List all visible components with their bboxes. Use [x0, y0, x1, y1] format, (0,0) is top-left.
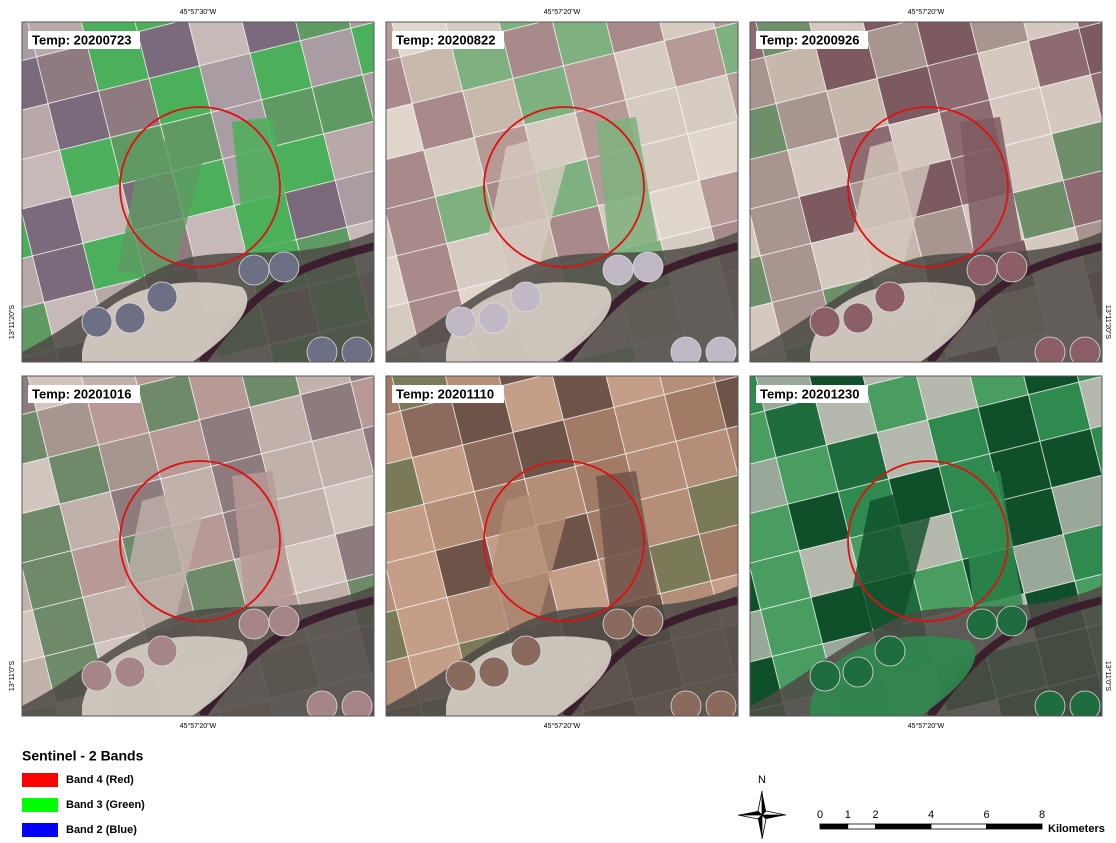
pivot-field	[603, 255, 633, 285]
panel-title: Temp: 20200926	[760, 32, 860, 47]
panel-title: Temp: 20200723	[32, 32, 132, 47]
pivot-field	[239, 609, 269, 639]
pivot-field	[967, 255, 997, 285]
pivot-field	[115, 303, 145, 333]
pivot-field	[446, 307, 476, 337]
coordinate-label: 45°57'20"W	[544, 8, 581, 16]
scale-tick-label: 0	[817, 809, 823, 821]
legend-label: Band 4 (Red)	[66, 774, 134, 786]
legend-label: Band 2 (Blue)	[66, 824, 137, 836]
coordinate-label: 13°11'20"S	[8, 305, 16, 339]
pivot-field	[115, 657, 145, 687]
pivot-field	[147, 282, 177, 312]
pivot-field	[82, 661, 112, 691]
pivot-field	[269, 606, 299, 636]
pivot-field	[147, 636, 177, 666]
pivot-field	[997, 252, 1027, 282]
legend-title: Sentinel - 2 Bands	[22, 748, 144, 764]
pivot-field	[603, 609, 633, 639]
pivot-field	[967, 609, 997, 639]
coordinate-label: 45°57'30"W	[180, 8, 217, 16]
scale-tick-label: 2	[872, 809, 878, 821]
pivot-field	[633, 252, 663, 282]
scale-segment	[876, 824, 932, 829]
scale-tick-label: 1	[845, 809, 851, 821]
panel-title: Temp: 20201230	[760, 386, 860, 401]
pivot-field	[843, 657, 873, 687]
coordinate-label: 13°11'0"S	[1104, 661, 1112, 692]
pivot-field	[810, 307, 840, 337]
panel-title: Temp: 20201016	[32, 386, 132, 401]
panel-title: Temp: 20201110	[396, 386, 494, 401]
pivot-field	[511, 636, 541, 666]
pivot-field	[843, 303, 873, 333]
coordinate-label: 45°57'20"W	[908, 8, 945, 16]
coordinate-label: 45°57'20"W	[908, 722, 945, 730]
scale-tick-label: 8	[1039, 809, 1045, 821]
scale-segment	[987, 824, 1043, 829]
pivot-field	[446, 661, 476, 691]
pivot-field	[875, 282, 905, 312]
coordinate-label: 45°57'20"W	[180, 722, 217, 730]
pivot-field	[997, 606, 1027, 636]
coordinate-label: 45°57'20"W	[544, 722, 581, 730]
pivot-field	[82, 307, 112, 337]
legend-swatch	[22, 798, 58, 812]
scale-tick-label: 6	[983, 809, 989, 821]
legend-swatch	[22, 823, 58, 837]
scale-segment	[931, 824, 987, 829]
scale-tick-label: 4	[928, 809, 934, 821]
coordinate-label: 13°11'0"S	[8, 661, 16, 692]
north-label: N	[758, 774, 766, 786]
pivot-field	[810, 661, 840, 691]
panel-title: Temp: 20200822	[396, 32, 496, 47]
pivot-field	[511, 282, 541, 312]
pivot-field	[633, 606, 663, 636]
scale-unit: Kilometers	[1048, 823, 1105, 835]
coordinate-label: 13°11'20"S	[1104, 305, 1112, 339]
legend-swatch	[22, 773, 58, 787]
pivot-field	[875, 636, 905, 666]
pivot-field	[479, 657, 509, 687]
legend-label: Band 3 (Green)	[66, 799, 145, 811]
pivot-field	[479, 303, 509, 333]
scale-segment	[848, 824, 876, 829]
pivot-field	[239, 255, 269, 285]
pivot-field	[269, 252, 299, 282]
figure: N Temp: 20200723 Temp: 20200822 Temp: 2020…	[0, 0, 1116, 843]
scale-segment	[820, 824, 848, 829]
